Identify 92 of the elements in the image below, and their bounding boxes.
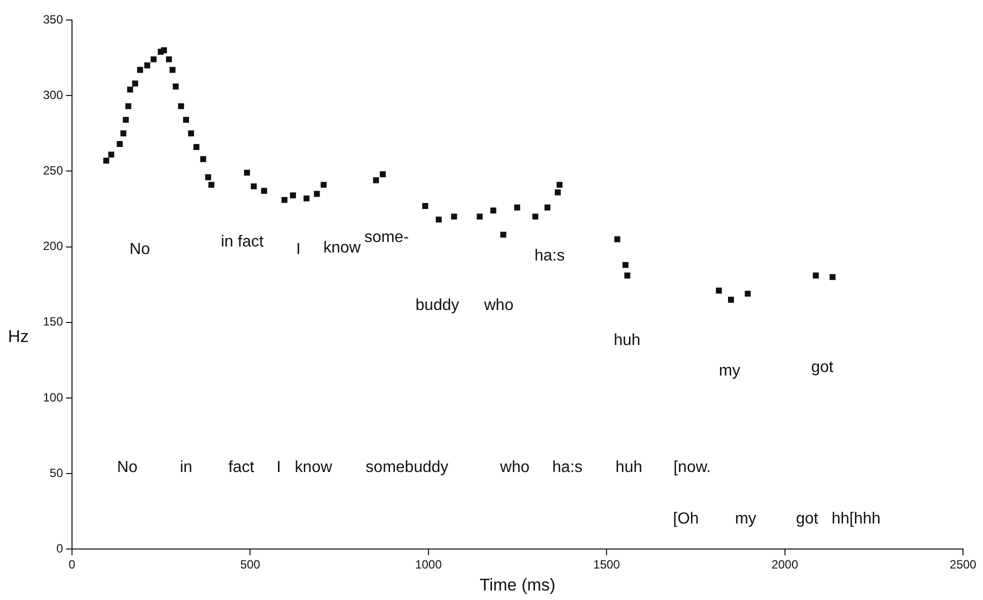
point bbox=[422, 203, 428, 209]
x-tick-label: 2500 bbox=[950, 558, 977, 572]
point bbox=[125, 103, 132, 110]
x-tick-label: 0 bbox=[68, 558, 76, 572]
annotation: No bbox=[117, 459, 138, 476]
annotation: buddy bbox=[416, 297, 460, 314]
annotation: ha:s bbox=[552, 459, 583, 476]
y-tick-label: 150 bbox=[42, 314, 64, 329]
point bbox=[490, 208, 496, 214]
annotation: who bbox=[483, 297, 514, 314]
point bbox=[281, 196, 288, 203]
point bbox=[624, 272, 630, 279]
point bbox=[380, 171, 386, 178]
point bbox=[812, 272, 819, 279]
point bbox=[116, 141, 123, 147]
x-tick-label: 2000 bbox=[771, 558, 798, 572]
annotation: I bbox=[296, 241, 301, 258]
annotation: fact bbox=[228, 459, 255, 476]
annotation: know bbox=[294, 459, 333, 476]
point bbox=[514, 204, 520, 210]
x-tick-label: 500 bbox=[240, 558, 261, 572]
annotation: my bbox=[718, 362, 740, 380]
point bbox=[250, 183, 257, 190]
y-axis-title: Hz bbox=[8, 327, 29, 346]
point bbox=[532, 214, 538, 220]
x-tick-label: 1500 bbox=[593, 558, 620, 572]
point bbox=[166, 56, 172, 62]
point bbox=[108, 152, 114, 158]
point bbox=[830, 274, 836, 280]
annotation: I bbox=[276, 459, 281, 476]
annotation: [Oh bbox=[673, 510, 699, 528]
x-axis-title: Time (ms) bbox=[480, 575, 556, 594]
x-tick-label: 1000 bbox=[415, 558, 442, 572]
point bbox=[320, 182, 327, 188]
point bbox=[172, 84, 179, 90]
point bbox=[120, 130, 126, 136]
point bbox=[261, 188, 268, 194]
point bbox=[205, 174, 212, 180]
point bbox=[183, 116, 190, 123]
y-tick-label: 300 bbox=[42, 88, 64, 102]
point bbox=[436, 216, 442, 223]
annotation: in bbox=[180, 459, 192, 476]
point bbox=[451, 214, 458, 220]
point bbox=[170, 66, 176, 73]
annotation: huh bbox=[616, 459, 642, 476]
y-tick-label: 200 bbox=[42, 239, 64, 254]
y-tick-label: 250 bbox=[42, 164, 64, 178]
point bbox=[728, 296, 734, 303]
annotation: some- bbox=[364, 228, 409, 246]
annotation: got bbox=[811, 359, 834, 376]
annotation: hh[hhh bbox=[832, 510, 881, 528]
point bbox=[744, 290, 751, 297]
annotation: ha:s bbox=[534, 247, 565, 264]
y-tick-label: 0 bbox=[56, 542, 64, 556]
point bbox=[132, 80, 138, 86]
point bbox=[314, 190, 320, 197]
y-tick-label: 50 bbox=[50, 466, 64, 480]
y-tick-label: 100 bbox=[42, 390, 64, 404]
point bbox=[188, 130, 194, 136]
point bbox=[150, 56, 157, 62]
point bbox=[122, 116, 129, 123]
point bbox=[200, 156, 206, 162]
point bbox=[622, 262, 628, 268]
y-tick-label: 350 bbox=[42, 12, 64, 26]
point bbox=[127, 86, 134, 93]
point bbox=[614, 236, 620, 242]
point bbox=[193, 144, 200, 150]
point bbox=[160, 47, 167, 54]
annotation: who bbox=[499, 459, 530, 476]
annotation: somebuddy bbox=[366, 459, 448, 476]
point bbox=[304, 195, 310, 202]
point bbox=[716, 288, 722, 294]
annotation: my bbox=[734, 510, 756, 528]
annotation: huh bbox=[614, 332, 640, 350]
point bbox=[500, 232, 506, 238]
annotation: in fact bbox=[220, 234, 264, 251]
point bbox=[103, 158, 110, 164]
annotation: got bbox=[796, 510, 819, 528]
point bbox=[554, 189, 561, 196]
point bbox=[144, 62, 150, 68]
point bbox=[544, 204, 550, 210]
point bbox=[373, 177, 379, 184]
point bbox=[178, 103, 184, 110]
point bbox=[208, 182, 214, 188]
point bbox=[476, 214, 483, 220]
annotation: [now. bbox=[673, 459, 711, 476]
point bbox=[137, 66, 144, 73]
annotation: know bbox=[323, 239, 362, 256]
annotation: No bbox=[130, 241, 150, 258]
point bbox=[556, 182, 563, 188]
point bbox=[290, 192, 296, 198]
point bbox=[244, 170, 250, 176]
